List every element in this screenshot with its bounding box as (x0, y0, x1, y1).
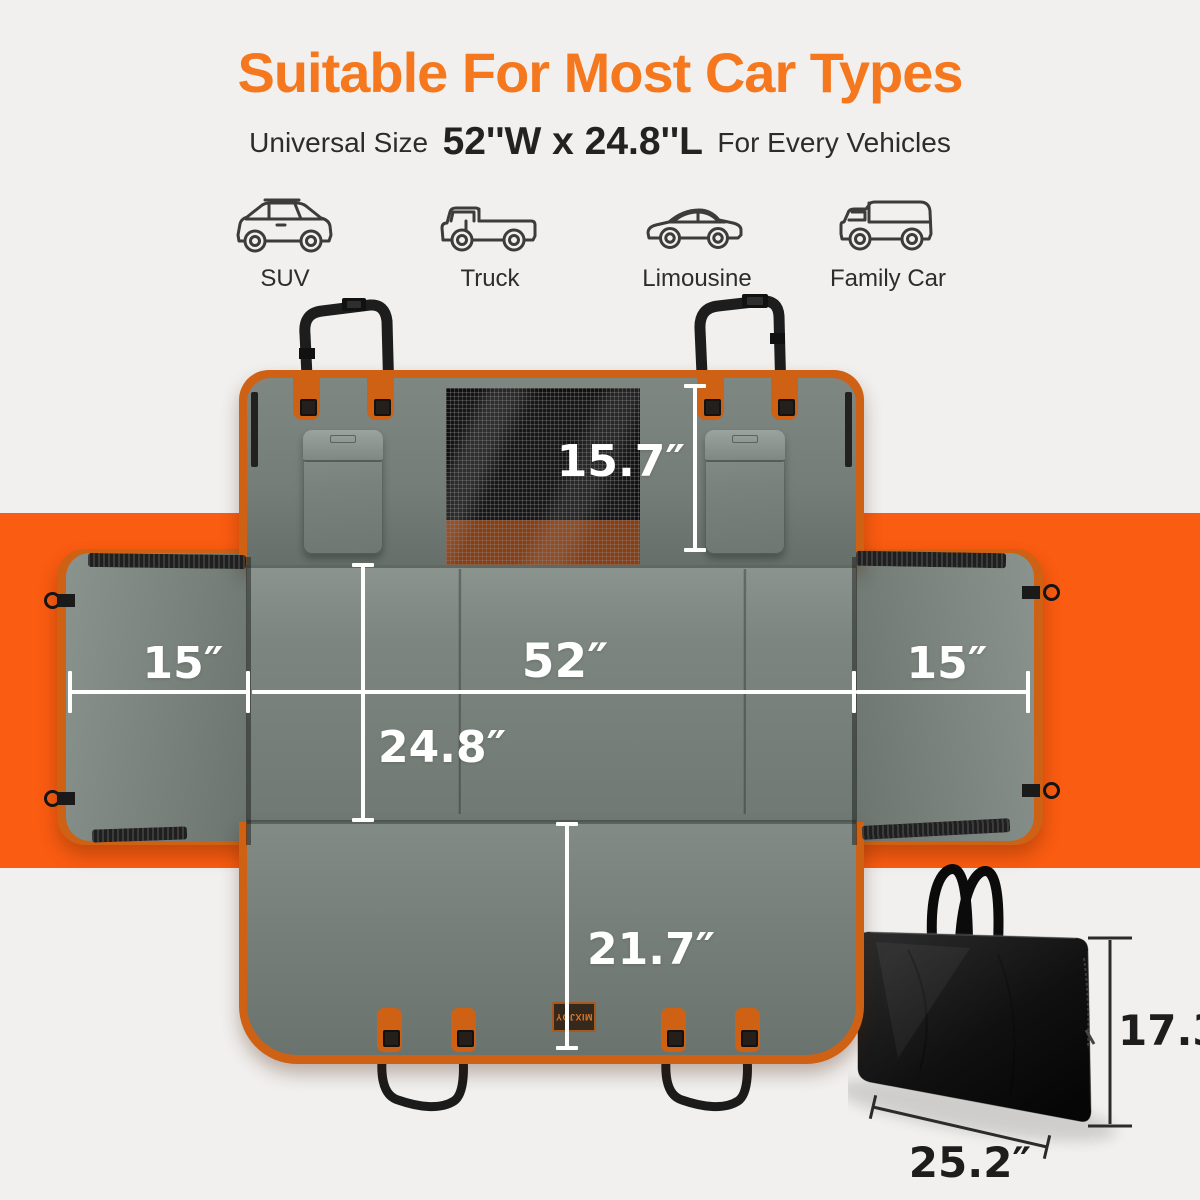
d-ring-icon (44, 790, 78, 807)
strap-anchor-tab (661, 1008, 686, 1052)
tab-buckle-icon (300, 399, 317, 416)
truck-icon (440, 206, 537, 252)
d-ring-icon (1022, 782, 1060, 799)
tick (852, 671, 856, 713)
tab-buckle-icon (704, 399, 721, 416)
bag-handle-right (955, 866, 1004, 949)
main-width-label: 52″ (521, 634, 609, 689)
vehicle-item-limousine: Limousine (612, 194, 782, 293)
ring (1043, 782, 1060, 799)
d-ring-icon (44, 592, 78, 609)
velcro-strip (845, 392, 852, 467)
ring-strap (1022, 586, 1040, 599)
seat-anchor-strap-right (661, 1040, 752, 1111)
left-flap-width-label: 15″ (142, 638, 224, 689)
subtitle-suffix: For Every Vehicles (717, 127, 951, 158)
d-ring-icon (1022, 584, 1060, 601)
logo-tag: MIXJOY (552, 1002, 596, 1032)
strap-anchor-tab (293, 372, 320, 420)
main-width-line (252, 690, 854, 694)
right-flap-width-label: 15″ (906, 638, 988, 689)
vehicle-label: Limousine (642, 265, 752, 292)
vehicle-item-family-car: Family Car (803, 194, 973, 293)
strap-anchor-tab (697, 372, 724, 420)
strap-anchor-tab (451, 1008, 476, 1052)
headrest-strap-left (299, 298, 395, 398)
vehicle-item-suv: SUV (200, 194, 370, 293)
right-flap-width-line (856, 690, 1028, 694)
vehicle-label: Family Car (829, 265, 946, 292)
mesh-height-label: 15.7″ (556, 436, 685, 487)
tick (246, 671, 250, 713)
tick (556, 1046, 578, 1050)
tab-buckle-icon (741, 1030, 758, 1047)
subtitle: Universal Size 52''W x 24.8''L For Every… (0, 120, 1200, 164)
tab-buckle-icon (457, 1030, 474, 1047)
tab-buckle-icon (383, 1030, 400, 1047)
velcro-strip (87, 552, 247, 570)
bag-height-label: 17.3″ (1118, 1006, 1200, 1055)
bag-length-dimension (868, 1094, 1052, 1160)
tick (684, 384, 706, 388)
front-height-label: 21.7″ (587, 924, 716, 975)
tick (352, 563, 374, 567)
zipper-pull (1084, 1029, 1096, 1045)
subtitle-size: 52''W x 24.8''L (442, 120, 703, 163)
ring-strap (57, 792, 75, 805)
side-flap-left (57, 549, 250, 845)
side-flap-right (850, 549, 1043, 845)
vehicle-item-truck: Truck (405, 194, 575, 293)
vehicle-label: SUV (260, 265, 310, 292)
ring (1043, 584, 1060, 601)
headrest-strap-right (694, 294, 787, 397)
seam-line (247, 820, 856, 824)
tick (556, 822, 578, 826)
main-depth-line (361, 565, 365, 820)
strap-anchor-tab (377, 1008, 402, 1052)
carry-bag (848, 864, 1132, 1160)
mesh-orange-backing (446, 520, 640, 565)
main-depth-label: 24.8″ (378, 722, 507, 773)
seat-back-pocket-left (303, 430, 383, 554)
flap-fabric (850, 553, 1034, 841)
tick (68, 671, 72, 713)
seat-anchor-strap-left (377, 1040, 468, 1111)
limousine-icon (646, 208, 743, 249)
subtitle-prefix: Universal Size (249, 127, 429, 158)
seat-back-pocket-right (705, 430, 785, 554)
tick (1026, 671, 1030, 713)
ring-strap (57, 594, 75, 607)
strap-anchor-tab (367, 372, 394, 420)
bag-height-dimension (1088, 936, 1132, 1128)
left-flap-width-line (70, 690, 248, 694)
mesh-height-line (693, 386, 697, 552)
velcro-strip (251, 392, 258, 467)
tick (352, 818, 374, 822)
tab-buckle-icon (667, 1030, 684, 1047)
pocket-stitch (330, 435, 356, 443)
suv-icon (236, 198, 333, 253)
velcro-strip (855, 550, 1007, 569)
ring-strap (1022, 784, 1040, 797)
bag-length-label: 25.2″ (908, 1138, 1032, 1187)
tick (684, 548, 706, 552)
strap-anchor-tab (735, 1008, 760, 1052)
front-height-line (565, 824, 569, 1050)
mesh-window (446, 388, 640, 565)
bag-shadow (848, 1078, 1117, 1142)
bag-zipper (1083, 957, 1090, 1049)
strap-anchor-tab (771, 372, 798, 420)
seam-line (247, 565, 856, 568)
page-title: Suitable For Most Car Types (237, 41, 964, 104)
tab-buckle-icon (374, 399, 391, 416)
pocket-stitch (732, 435, 758, 443)
tab-buckle-icon (778, 399, 795, 416)
brand-logo-text: MIXJOY (555, 1012, 593, 1022)
vehicle-label: Truck (460, 265, 520, 292)
family-car-icon (839, 200, 933, 251)
flap-fabric (66, 553, 250, 841)
